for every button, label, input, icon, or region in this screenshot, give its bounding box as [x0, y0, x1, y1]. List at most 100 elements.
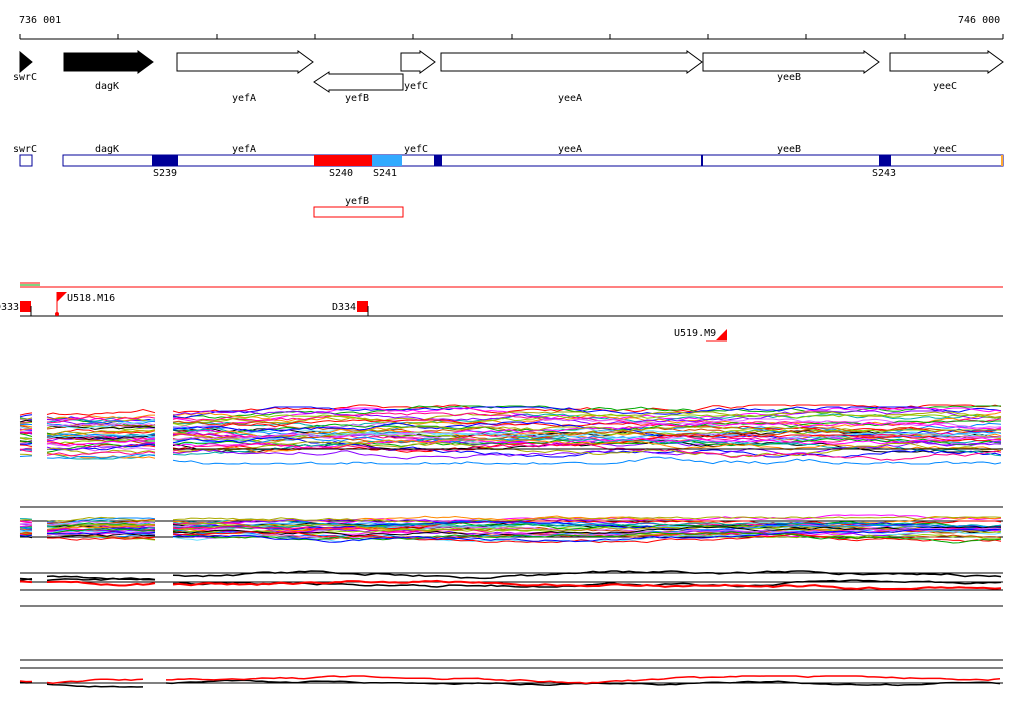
profile-trace: [19, 580, 33, 584]
gene-label-dagk: dagK: [95, 81, 119, 92]
profile-trace: [19, 427, 33, 431]
profile-trace: [173, 433, 1002, 444]
gene-arrow-swrc[interactable]: [19, 50, 33, 74]
gene-label-swrc: swrC: [13, 72, 37, 83]
ruler-start-label: 736 001: [19, 15, 61, 26]
profile-trace: [172, 528, 1002, 543]
marker-d333[interactable]: [20, 301, 31, 312]
segment-gene-label-yeeb: yeeB: [777, 144, 801, 155]
profile-trace: [19, 426, 33, 429]
profile-trace: [46, 433, 156, 439]
segment-gene-label-yefc: yefC: [404, 144, 428, 155]
profile-trace: [166, 675, 1001, 685]
segment-block-s239[interactable]: [152, 155, 178, 166]
profile-trace: [172, 411, 1002, 425]
segment-gene-label-yeea: yeeA: [558, 144, 582, 155]
expression-panel-3: [19, 570, 1003, 607]
profile-trace: [172, 516, 1002, 524]
profile-trace: [19, 412, 33, 416]
profile-trace: [46, 516, 156, 523]
profile-trace: [172, 523, 1002, 534]
gene-label-yeec: yeeC: [933, 81, 957, 92]
gene-label-yefb: yefB: [345, 93, 369, 104]
profile-trace: [172, 419, 1002, 434]
profile-trace: [46, 436, 156, 445]
profile-trace: [172, 414, 1002, 426]
profile-trace: [172, 520, 1002, 535]
gene-arrow-yefb[interactable]: [313, 71, 404, 93]
profile-trace: [46, 437, 156, 447]
segment-block-small[interactable]: [434, 155, 442, 166]
marker-u519[interactable]: [716, 329, 727, 340]
profile-trace: [172, 440, 1002, 460]
reverse-gene-box[interactable]: [313, 206, 404, 218]
segment-block-s240[interactable]: [314, 155, 372, 166]
profile-trace: [46, 419, 156, 430]
profile-trace: [172, 420, 1002, 437]
marker-label-u518: U518.M16: [67, 293, 115, 304]
profile-trace: [19, 518, 33, 520]
profile-trace: [46, 529, 156, 535]
gene-arrow-yeea[interactable]: [440, 50, 703, 74]
profile-trace: [172, 404, 1002, 414]
profile-trace: [19, 422, 33, 424]
profile-trace: [172, 442, 1002, 461]
gene-label-yeeb: yeeB: [777, 72, 801, 83]
marker-label-d333: D333: [0, 302, 19, 313]
profile-trace: [46, 520, 156, 527]
profile-trace: [46, 423, 156, 430]
profile-trace: [172, 579, 1002, 591]
marker-d334[interactable]: [357, 301, 368, 312]
profile-trace: [19, 526, 33, 529]
segment-block-s241[interactable]: [372, 155, 402, 166]
marker-label-u519: U519.M9: [674, 328, 716, 339]
gene-arrow-yeeb[interactable]: [702, 50, 880, 74]
segment-gene-label-yeec: yeeC: [933, 144, 957, 155]
gene-track: swrC dagK yefA yefB yefC yeeA yeeB yeeC: [13, 50, 1004, 104]
expression-panel-2: [19, 506, 1003, 544]
coordinate-ruler: 736 001 746 000: [19, 15, 1004, 40]
ruler-ticks: [19, 34, 1004, 39]
profile-trace: [172, 406, 1002, 419]
marker-u518[interactable]: [57, 292, 67, 302]
profile-trace: [46, 442, 156, 450]
profile-trace: [19, 414, 33, 418]
profile-trace: [19, 680, 33, 683]
profile-trace: [19, 437, 33, 439]
segment-gene-label-dagk: dagK: [95, 144, 119, 155]
segment-label-s243: S243: [872, 168, 896, 179]
gene-arrow-yeec[interactable]: [889, 50, 1004, 74]
profile-trace: [46, 533, 156, 539]
profile-trace: [19, 520, 33, 523]
profile-trace: [19, 424, 33, 428]
profile-trace: [46, 408, 156, 416]
segment-end-tick: [1001, 155, 1003, 166]
gene-arrow-yefa[interactable]: [176, 50, 314, 74]
profile-trace: [172, 456, 1002, 465]
profile-trace: [19, 577, 33, 581]
reverse-gene-label: yefB: [345, 196, 369, 207]
gene-label-yefc: yefC: [404, 81, 428, 92]
profile-trace: [19, 440, 33, 444]
segment-gene-label-yefa: yefA: [232, 144, 256, 155]
profile-trace: [172, 526, 1001, 537]
profile-trace: [46, 575, 156, 581]
profile-trace: [19, 530, 33, 533]
profile-trace: [46, 536, 156, 541]
gene-label-yefa: yefA: [232, 93, 256, 104]
segment-box-swrc[interactable]: [19, 154, 33, 167]
profile-trace: [46, 531, 156, 535]
gene-arrow-yefc[interactable]: [400, 50, 436, 74]
profile-trace: [19, 520, 33, 524]
profile-trace: [46, 453, 156, 459]
profile-trace: [19, 433, 33, 437]
profile-trace: [19, 419, 33, 423]
profile-trace: [19, 534, 33, 537]
profile-trace: [46, 414, 155, 420]
profile-trace: [46, 577, 156, 582]
segment-block-s243[interactable]: [879, 155, 891, 166]
expression-panel-4: [19, 659, 1003, 688]
gene-arrow-dagk[interactable]: [63, 50, 154, 74]
profile-trace: [46, 452, 156, 459]
